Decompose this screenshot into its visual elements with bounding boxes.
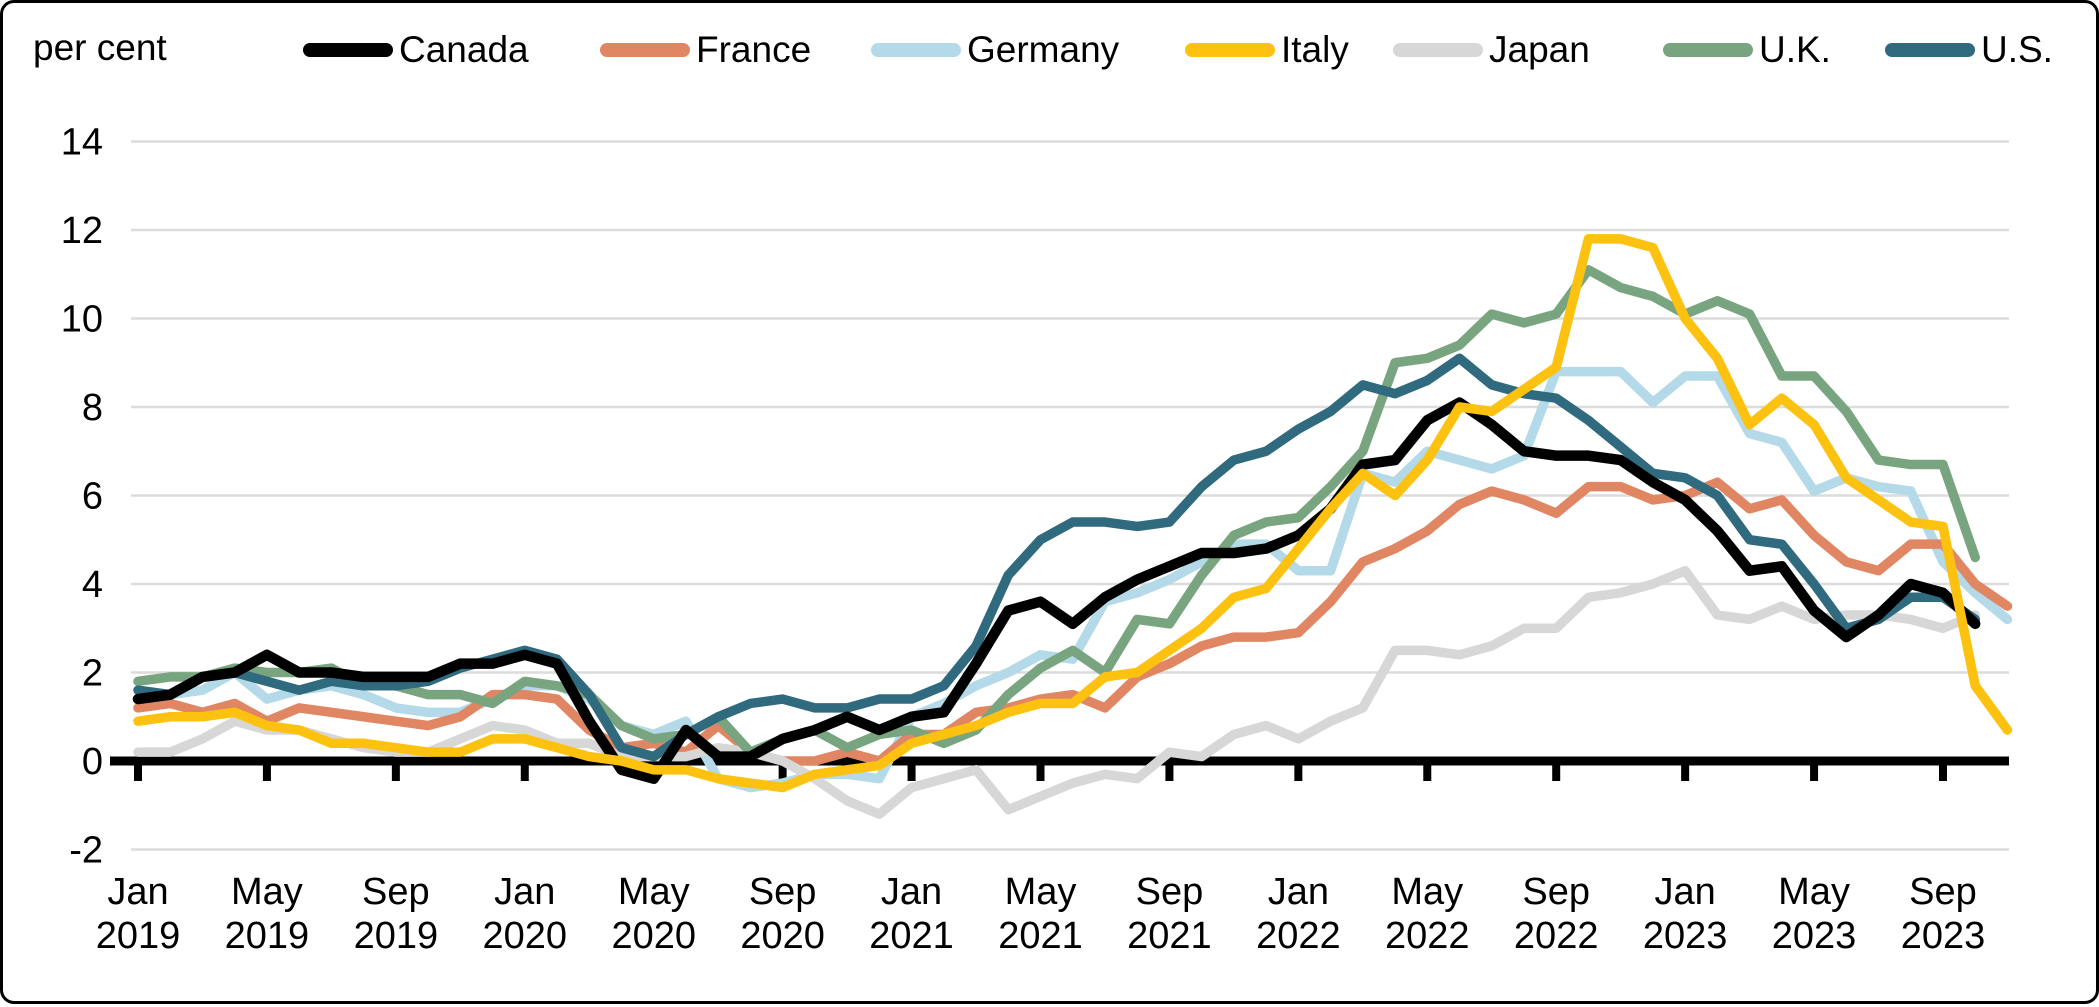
x-tick bbox=[391, 765, 400, 781]
y-tick-label--2: -2 bbox=[69, 830, 103, 872]
x-tick-label-year: 2020 bbox=[483, 915, 568, 957]
x-tick-label-year: 2022 bbox=[1514, 915, 1599, 957]
series-line-japan bbox=[133, 565, 1980, 819]
legend-swatch-japan bbox=[1393, 43, 1483, 57]
legend-swatch-germany bbox=[871, 43, 961, 57]
x-tick-label-year: 2021 bbox=[1127, 915, 1212, 957]
x-tick-label-month: May bbox=[1391, 871, 1463, 913]
x-tick-label-year: 2019 bbox=[96, 915, 181, 957]
x-tick bbox=[907, 765, 916, 781]
x-tick-label-month: Jan bbox=[1654, 871, 1715, 913]
x-tick-label-year: 2019 bbox=[225, 915, 310, 957]
x-tick-label-year: 2021 bbox=[869, 915, 954, 957]
series-line-france bbox=[133, 477, 2013, 766]
y-tick-label-0: 0 bbox=[82, 741, 103, 783]
x-tick-label-year: 2023 bbox=[1901, 915, 1986, 957]
x-tick-label-year: 2022 bbox=[1385, 915, 1470, 957]
x-tick bbox=[262, 765, 271, 781]
x-tick-label-month: Sep bbox=[749, 871, 817, 913]
x-tick-label-year: 2021 bbox=[998, 915, 1083, 957]
x-tick-label-year: 2020 bbox=[611, 915, 696, 957]
series-line-germany bbox=[133, 366, 2013, 793]
y-axis-unit-label: per cent bbox=[33, 27, 167, 68]
x-tick-label-month: May bbox=[231, 871, 303, 913]
x-tick-label-month: Jan bbox=[881, 871, 942, 913]
legend-swatch-italy bbox=[1185, 43, 1275, 57]
y-tick-label-10: 10 bbox=[61, 299, 103, 341]
legend-swatch-uk bbox=[1663, 43, 1753, 57]
x-tick-label-year: 2020 bbox=[740, 915, 825, 957]
legend-label-italy: Italy bbox=[1281, 29, 1349, 70]
series-line-uk bbox=[133, 265, 1980, 757]
x-tick bbox=[1810, 765, 1819, 781]
y-tick-label-4: 4 bbox=[82, 564, 103, 606]
y-tick-label-6: 6 bbox=[82, 476, 103, 518]
x-tick-label-month: Sep bbox=[362, 871, 430, 913]
x-tick bbox=[1681, 765, 1690, 781]
x-tick bbox=[778, 765, 787, 781]
x-tick-label-year: 2023 bbox=[1772, 915, 1857, 957]
legend-label-uk: U.K. bbox=[1759, 29, 1831, 70]
legend-swatch-canada bbox=[303, 43, 393, 57]
x-tick-label-month: Sep bbox=[1136, 871, 1204, 913]
x-tick-label-month: Jan bbox=[494, 871, 555, 913]
x-tick bbox=[1552, 765, 1561, 781]
legend-label-canada: Canada bbox=[399, 29, 529, 70]
legend-swatch-us bbox=[1885, 43, 1975, 57]
x-tick bbox=[1294, 765, 1303, 781]
x-tick bbox=[134, 765, 142, 781]
x-tick-label-year: 2019 bbox=[354, 915, 439, 957]
legend-label-japan: Japan bbox=[1489, 29, 1590, 70]
x-tick-label-month: Sep bbox=[1909, 871, 1977, 913]
x-tick-label-month: May bbox=[618, 871, 690, 913]
x-tick-label-year: 2023 bbox=[1643, 915, 1728, 957]
y-tick-label-2: 2 bbox=[82, 653, 103, 695]
legend-label-us: U.S. bbox=[1981, 29, 2053, 70]
legend: Canada France Germany Italy Japan U.K. U.S. bbox=[3, 3, 2096, 83]
x-tick-label-month: May bbox=[1005, 871, 1077, 913]
legend-label-germany: Germany bbox=[967, 29, 1120, 70]
x-tick-label-month: Sep bbox=[1522, 871, 1590, 913]
x-tick bbox=[1165, 765, 1174, 781]
x-tick-label-month: May bbox=[1778, 871, 1850, 913]
x-tick bbox=[1938, 765, 1947, 781]
x-tick bbox=[1036, 765, 1045, 781]
x-tick bbox=[520, 765, 529, 781]
legend-swatch-france bbox=[600, 43, 690, 57]
series-line-canada bbox=[132, 397, 1981, 784]
y-tick-label-8: 8 bbox=[82, 387, 103, 429]
x-tick bbox=[1423, 765, 1432, 781]
legend-label-france: France bbox=[696, 29, 812, 70]
x-tick-label-month: Jan bbox=[107, 871, 168, 913]
y-tick-label-14: 14 bbox=[61, 122, 103, 164]
y-tick-label-12: 12 bbox=[61, 210, 103, 252]
x-tick-label-month: Jan bbox=[1268, 871, 1329, 913]
line-chart: -202468101214Jan2019May2019Sep2019Jan202… bbox=[61, 122, 2013, 957]
series-line-italy bbox=[133, 234, 2013, 793]
x-tick-label-year: 2022 bbox=[1256, 915, 1341, 957]
